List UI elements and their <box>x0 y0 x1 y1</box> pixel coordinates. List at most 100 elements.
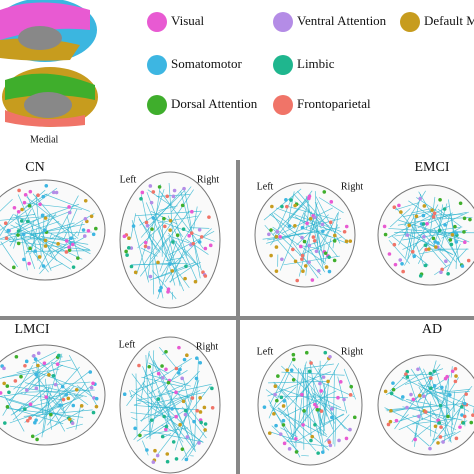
connection <box>320 249 323 252</box>
connection <box>32 381 91 387</box>
node <box>199 235 204 239</box>
node <box>171 440 176 444</box>
node <box>185 353 189 358</box>
node <box>275 229 280 234</box>
connection <box>305 195 325 272</box>
connection <box>33 364 63 380</box>
connection <box>318 396 329 434</box>
node <box>453 224 457 229</box>
node <box>16 210 21 214</box>
node <box>14 354 19 359</box>
connection <box>161 424 179 435</box>
node <box>310 278 315 282</box>
node <box>7 390 11 395</box>
node <box>421 213 426 218</box>
connection <box>133 402 141 406</box>
node <box>439 425 443 429</box>
connection <box>0 187 58 231</box>
node <box>83 216 88 221</box>
node <box>274 245 279 249</box>
node <box>25 219 30 224</box>
node <box>24 359 29 364</box>
node <box>126 246 131 250</box>
connection <box>0 370 31 379</box>
connection <box>437 208 462 228</box>
node <box>25 418 30 423</box>
node <box>383 389 388 394</box>
connection <box>414 425 431 439</box>
connection <box>54 382 86 427</box>
legend-label: Limbic <box>297 56 335 71</box>
connection <box>150 402 159 433</box>
node <box>181 399 186 404</box>
node <box>294 450 299 454</box>
node <box>51 190 56 195</box>
node <box>388 419 393 424</box>
connection <box>386 403 466 412</box>
connection <box>312 379 334 430</box>
connection <box>159 239 173 272</box>
node <box>462 414 467 419</box>
node <box>303 264 308 268</box>
connection <box>295 407 297 448</box>
node <box>307 260 311 265</box>
node <box>156 397 161 401</box>
node <box>427 247 431 251</box>
node <box>298 244 303 249</box>
node <box>129 264 134 269</box>
node <box>453 379 458 384</box>
connection <box>184 398 195 446</box>
node <box>156 371 161 376</box>
node <box>446 271 450 276</box>
connection <box>135 382 158 391</box>
node <box>302 239 307 244</box>
connection <box>287 191 295 226</box>
connection <box>44 193 91 212</box>
connection <box>318 197 344 214</box>
node <box>180 203 185 208</box>
node <box>423 243 428 247</box>
node <box>64 393 69 397</box>
view-label: Medial <box>30 134 59 145</box>
connection <box>137 222 165 249</box>
connection <box>417 379 432 403</box>
node <box>422 204 427 208</box>
connection <box>172 228 212 266</box>
connection <box>269 404 295 440</box>
node <box>53 382 58 387</box>
node <box>270 204 274 209</box>
node <box>149 200 154 205</box>
connection <box>406 426 430 447</box>
node <box>191 241 196 246</box>
connection <box>30 220 35 239</box>
node <box>310 434 315 439</box>
node <box>281 423 286 427</box>
connection <box>32 193 67 233</box>
node <box>431 215 436 219</box>
connection <box>388 228 423 231</box>
node <box>146 245 151 250</box>
node <box>321 375 326 379</box>
connection <box>401 376 470 412</box>
node <box>342 229 347 234</box>
node <box>64 239 69 243</box>
node <box>441 440 445 444</box>
node <box>67 205 71 209</box>
connection <box>143 189 194 265</box>
connection <box>0 210 72 240</box>
node <box>193 279 198 284</box>
node <box>336 395 340 400</box>
node <box>47 373 51 377</box>
connection <box>410 368 429 395</box>
node <box>454 231 458 235</box>
node <box>309 438 313 443</box>
node <box>36 351 41 355</box>
node <box>174 390 178 395</box>
node <box>342 397 346 402</box>
node <box>184 457 189 462</box>
node <box>269 253 273 258</box>
node <box>428 371 433 376</box>
node <box>166 380 171 385</box>
connection <box>41 384 50 438</box>
node <box>0 391 3 395</box>
